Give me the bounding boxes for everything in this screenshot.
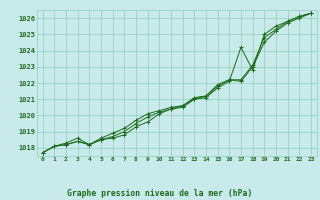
- Text: Graphe pression niveau de la mer (hPa): Graphe pression niveau de la mer (hPa): [68, 189, 252, 198]
